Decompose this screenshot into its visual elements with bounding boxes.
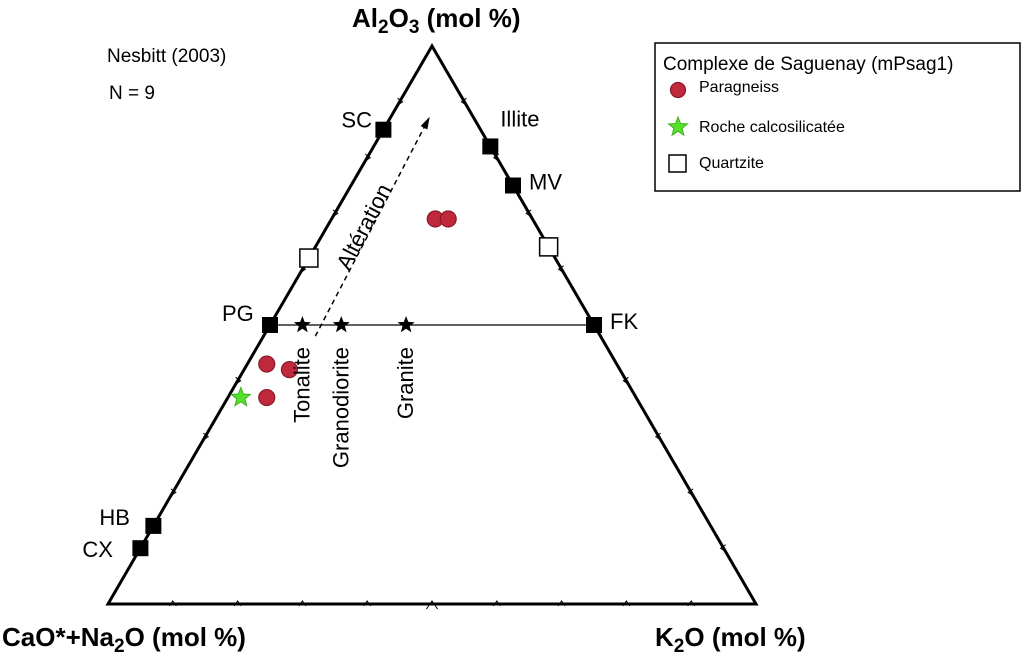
tick-mark [557,600,566,607]
apex-label-k2o: K2O (mol %) [655,622,806,657]
tick-mark [622,600,631,607]
weathering-arrow-head [420,116,430,130]
legend-label-paragneiss: Paragneiss [699,79,779,96]
tick-mark [298,600,307,607]
tick-mark [460,97,467,106]
source-note: Nesbitt (2003) [107,46,226,67]
tick-mark [364,153,372,162]
weathering-arrow-label: Altération [331,180,396,274]
rock-marker-tonalite [293,316,311,333]
mineral-label-hb: HB [99,505,130,530]
mineral-label-mv: MV [529,170,562,195]
mineral-label-pg: PG [222,301,254,326]
mineral-marker-illite [482,138,499,155]
tick-mark [170,488,177,497]
mineral-marker-hb [145,517,162,534]
legend-label-calcosilicate: Roche calcosilicatée [699,119,845,136]
rock-marker-granodiorite [332,316,350,333]
mineral-label-fk: FK [610,309,638,334]
tick-mark [525,209,532,218]
rock-marker-granite [397,316,415,333]
tick-mark [168,600,177,607]
data-point-quartzite [299,248,319,268]
mineral-marker-sc [375,121,392,138]
legend-marker-calcosilicate [667,115,689,137]
data-point-paragneiss [280,361,299,379]
tick-mark [557,265,564,274]
mineral-label-cx: CX [82,537,113,562]
tick-mark [492,600,501,607]
tick-mark [425,600,439,610]
legend-label-quartzite: Quartzite [699,155,764,172]
tick-mark [719,544,726,553]
rock-label-granite: Granite [393,347,418,419]
tick-mark [202,432,210,441]
mineral-marker-mv [505,177,521,194]
mineral-marker-pg [262,317,278,333]
legend-marker-quartzite [668,154,687,173]
tick-mark [397,97,404,106]
tick-mark [233,600,242,607]
data-point-calcosilicate [230,386,252,407]
legend: Complexe de Saguenay (mPsag1) Paragneiss… [654,42,1021,192]
mineral-label-sc: SC [341,108,372,133]
tick-mark [492,153,500,162]
weathering-arrow-line [314,118,430,337]
data-point-paragneiss [258,355,276,373]
data-point-paragneiss [439,210,457,228]
mineral-marker-fk [586,317,602,333]
apex-label-al2o3: Al2O3 (mol %) [352,3,521,38]
legend-marker-paragneiss [669,81,687,99]
tick-mark [332,209,339,218]
tick-mark [687,600,696,607]
legend-title: Complexe de Saguenay (mPsag1) [663,54,953,75]
apex-label-cao-na2o: CaO*+Na2O (mol %) [2,622,246,657]
tick-mark [235,376,242,385]
legend-box [654,42,1021,192]
mineral-label-illite: Illite [500,106,539,131]
tick-mark [687,488,694,497]
tick-mark [622,376,629,385]
mineral-marker-cx [132,540,149,557]
data-point-quartzite [538,237,559,257]
count-note: N = 9 [109,83,155,104]
rock-label-tonalite: Tonalite [289,347,314,423]
tick-mark [363,600,372,607]
tick-mark [654,432,662,441]
rock-label-granodiorite: Granodiorite [328,347,353,468]
data-point-paragneiss [258,388,276,407]
